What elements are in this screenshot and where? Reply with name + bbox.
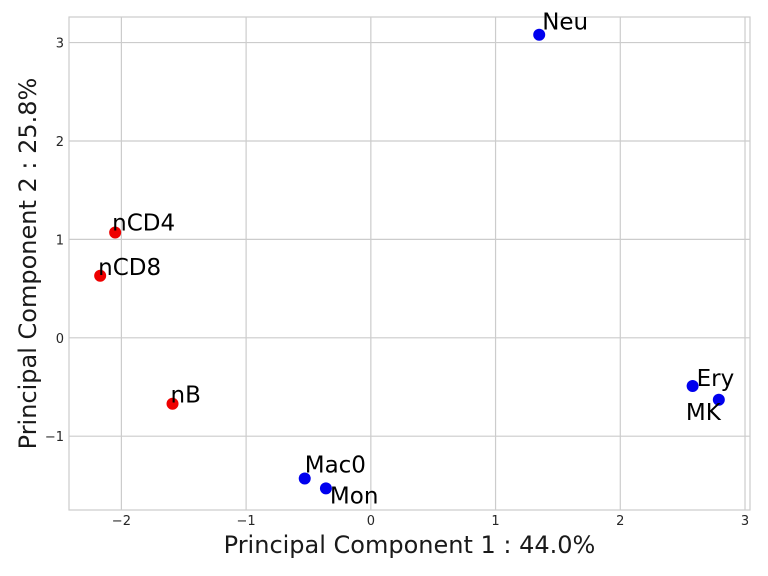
y-tick-label: 2 [56,135,64,150]
x-tick-label: 3 [741,514,749,529]
point-label: nB [171,383,201,409]
data-point [533,28,546,41]
x-ticks: −2 −1 0 1 2 3 [112,514,749,529]
x-tick-label: 0 [367,514,375,529]
y-tick-label: −1 [45,430,64,445]
point-label: Ery [697,366,735,392]
y-tick-label: 1 [56,233,64,248]
y-axis-label: Principal Component 2 : 25.8% [14,78,42,450]
point-label: Mac0 [305,453,366,479]
data-points [94,28,725,495]
x-tick-label: −2 [112,514,131,529]
y-tick-label: 0 [56,332,64,347]
x-tick-label: 1 [491,514,499,529]
data-point [94,269,107,282]
plot-frame [68,16,751,511]
point-label: Mon [330,483,379,509]
data-point [166,397,179,410]
point-label: nCD8 [98,255,161,281]
x-axis-label: Principal Component 1 : 44.0% [224,531,596,559]
data-point [712,393,725,406]
point-label: nCD4 [112,211,175,237]
x-tick-label: 2 [616,514,624,529]
grid [69,17,750,510]
data-point [298,472,311,485]
y-ticks: −1 0 1 2 3 [45,37,64,446]
point-labels: Neu nCD4 nCD8 nB Ery MK Mac0 Mon [98,10,734,510]
y-tick-label: 3 [56,37,64,52]
data-point [319,482,332,495]
point-label: MK [686,400,722,426]
point-label: Neu [542,10,588,36]
x-tick-label: −1 [237,514,256,529]
data-point [686,380,699,393]
data-point [109,226,122,239]
